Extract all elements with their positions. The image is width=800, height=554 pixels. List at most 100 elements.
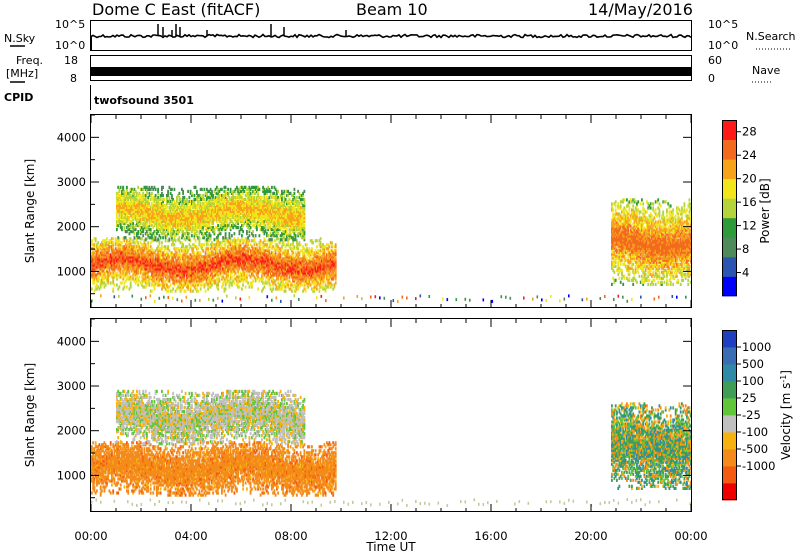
echo-cell [284,263,287,267]
echo-cell [299,261,302,265]
echo-cell [164,230,167,234]
echo-cell [311,249,313,253]
echo-cell [291,263,293,267]
echo-cell [277,253,279,257]
echo-cell [133,257,136,261]
echo-cell [188,205,191,210]
echo-cell [99,263,102,267]
echo-cell [286,273,288,277]
echo-cell [256,243,258,247]
echo-cell [92,263,95,267]
echo-cell [127,263,130,267]
echo-cell [326,265,328,269]
echo-cell [173,220,176,224]
echo-cell [287,257,289,261]
echo-cell [261,259,263,263]
echo-cell [261,269,263,273]
echo-cell [249,259,252,263]
echo-cell [109,255,112,259]
echo-cell [101,267,103,271]
echo-cell [176,205,178,210]
echo-cell [213,271,216,275]
echo-cell [188,224,191,228]
echo-cell [202,265,204,269]
echo-cell [332,253,335,257]
echo-cell [253,251,256,255]
echo-cell [179,228,182,232]
echo-cell [154,281,157,285]
echo-cell [123,205,126,210]
echo-cell [133,241,136,245]
echo-cell [327,277,330,281]
echo-cell [193,226,196,230]
echo-cell [246,253,248,257]
echo-cell [189,191,192,195]
echo-cell [129,195,132,200]
echo-cell [256,263,258,267]
echo-cell [216,273,218,277]
echo-cell [327,247,330,251]
echo-cell [244,237,247,241]
echo-cell [131,253,133,257]
echo-cell [291,249,293,253]
freq-strip: Freq. [MHz] 18 8 60 0 Nave [6,54,780,85]
echo-cell [149,289,152,293]
echo-cell [116,214,118,218]
echo-cell [108,253,111,257]
echo-cell [244,241,247,245]
echo-cell [97,277,100,281]
echo-cell [134,247,137,251]
echo-cell [106,237,108,241]
echo-cell [171,199,173,204]
echo-cell [232,245,234,249]
echo-cell [112,275,115,279]
echo-cell [171,216,173,220]
echo-cell [193,279,196,283]
echo-cell [271,261,273,265]
echo-cell [203,275,206,279]
echo-cell [127,216,130,220]
echo-cell [258,245,261,249]
echo-cell [159,283,162,287]
echo-cell [248,259,251,263]
echo-cell [134,209,137,214]
echo-cell [283,285,286,289]
echo-cell [134,218,137,222]
echo-cell [167,261,169,265]
echo-cell [153,224,156,228]
echo-cell [134,216,137,220]
echo-cell [302,257,304,261]
echo-cell [164,269,167,273]
echo-cell [126,245,128,249]
echo-cell [169,253,172,257]
echo-cell [249,255,252,259]
echo-cell [242,261,244,265]
echo-cell [116,193,118,198]
echo-cell [178,253,181,257]
echo-cell [162,197,164,202]
echo-cell [137,245,140,249]
echo-cell [236,283,238,287]
echo-cell [274,269,277,273]
echo-cell [178,275,181,279]
echo-cell [97,263,100,267]
echo-cell [329,259,332,263]
echo-cell [243,275,246,279]
echo-cell [183,257,186,261]
echo-cell [313,267,316,271]
echo-cell [104,241,107,245]
echo-cell [128,257,131,261]
echo-cell [147,261,150,265]
echo-cell [226,271,228,275]
echo-cell [104,249,107,253]
echo-cell [157,226,159,230]
echo-cell [129,277,132,281]
echo-cell [138,220,141,224]
echo-cell [328,265,331,269]
echo-cell [179,205,182,210]
echo-cell [326,267,328,271]
echo-cell [292,267,294,271]
echo-cell [168,216,171,220]
echo-cell [182,224,184,228]
echo-cell [323,267,326,271]
